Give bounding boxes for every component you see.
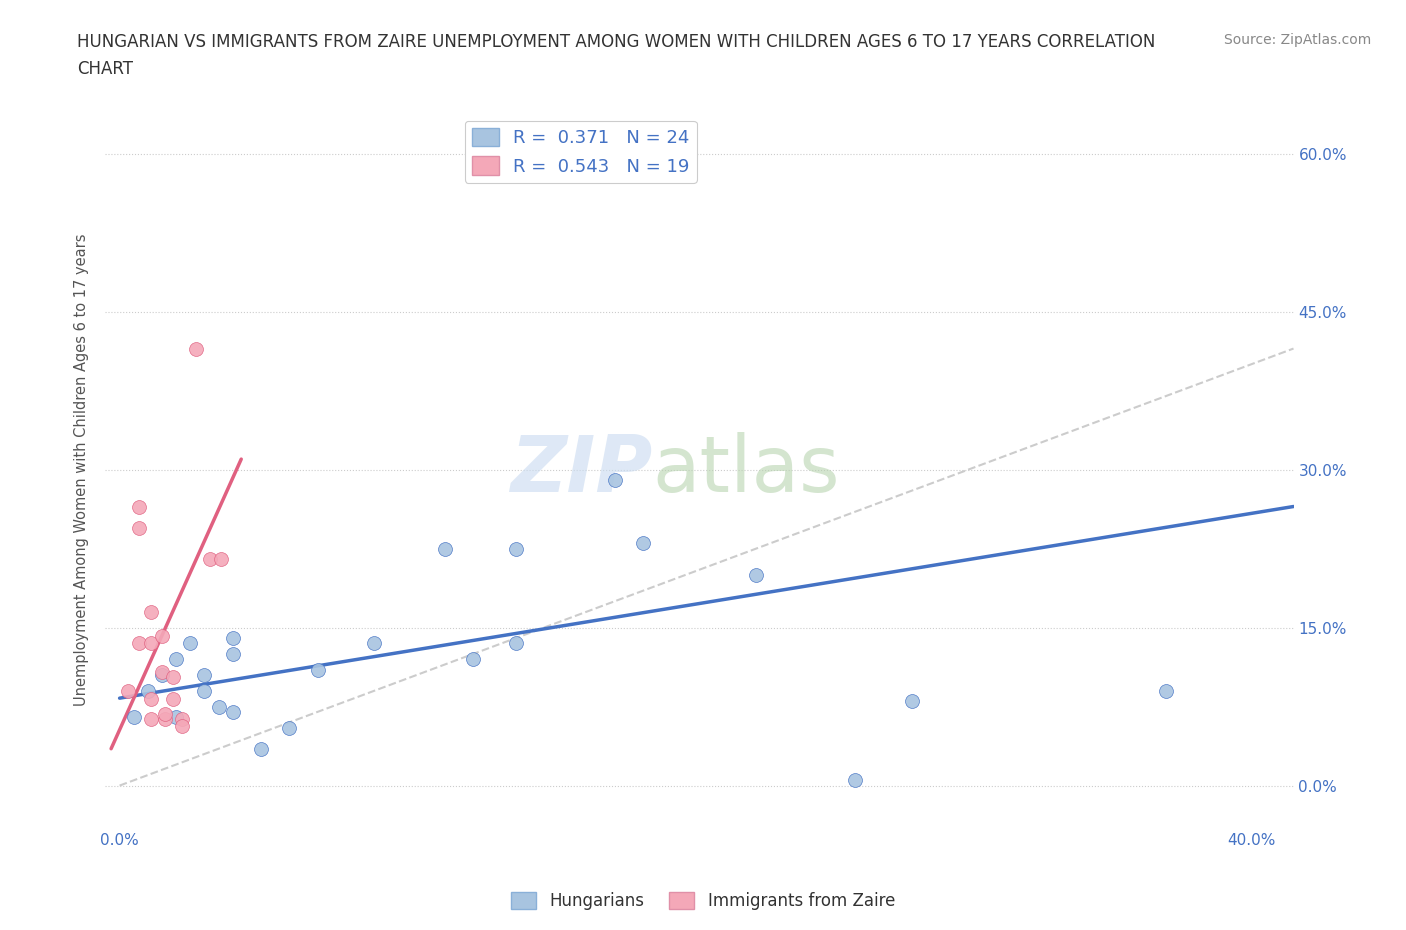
Point (128, 499, 150, 514)
Point (165, 710, 187, 724)
Text: CHART: CHART (77, 60, 134, 78)
Point (153, 711, 176, 726)
Point (136, 684, 159, 698)
Point (165, 652, 187, 667)
Point (278, 720, 301, 735)
Point (463, 652, 485, 667)
Point (198, 551, 221, 566)
Point (122, 710, 145, 724)
Text: Source: ZipAtlas.com: Source: ZipAtlas.com (1223, 33, 1371, 46)
Point (505, 541, 527, 556)
Legend: Hungarians, Immigrants from Zaire: Hungarians, Immigrants from Zaire (505, 885, 901, 917)
Point (631, 536, 654, 551)
Point (193, 684, 215, 698)
Point (193, 668, 215, 683)
Point (505, 636, 527, 651)
Point (222, 631, 245, 645)
Point (844, 773, 866, 788)
Point (900, 694, 922, 709)
Point (162, 670, 184, 684)
Legend: R =  0.371   N = 24, R =  0.543   N = 19: R = 0.371 N = 24, R = 0.543 N = 19 (464, 121, 697, 183)
Point (307, 662, 329, 677)
Point (150, 668, 173, 683)
Point (162, 692, 184, 707)
Point (170, 718, 193, 733)
Point (139, 604, 162, 619)
Point (745, 567, 768, 582)
Text: ZIP: ZIP (510, 432, 652, 508)
Point (150, 629, 173, 644)
Point (184, 341, 207, 356)
Point (179, 636, 201, 651)
Point (139, 711, 162, 726)
Text: HUNGARIAN VS IMMIGRANTS FROM ZAIRE UNEMPLOYMENT AMONG WOMEN WITH CHILDREN AGES 6: HUNGARIAN VS IMMIGRANTS FROM ZAIRE UNEMP… (77, 33, 1156, 50)
Point (153, 707, 176, 722)
Point (363, 636, 385, 651)
Text: atlas: atlas (652, 432, 839, 508)
Point (139, 692, 162, 707)
Point (433, 541, 456, 556)
Point (170, 711, 193, 726)
Point (128, 636, 150, 651)
Y-axis label: Unemployment Among Women with Children Ages 6 to 17 years: Unemployment Among Women with Children A… (75, 233, 90, 706)
Point (222, 646, 245, 661)
Point (222, 704, 245, 719)
Point (209, 551, 232, 566)
Point (207, 699, 229, 714)
Point (250, 741, 273, 756)
Point (117, 684, 139, 698)
Point (1154, 684, 1177, 698)
Point (139, 636, 162, 651)
Point (150, 664, 173, 679)
Point (603, 472, 626, 487)
Point (128, 520, 150, 535)
